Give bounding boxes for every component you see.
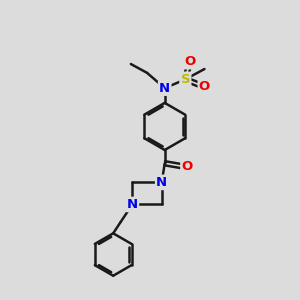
- Text: N: N: [159, 82, 170, 95]
- Text: O: O: [182, 160, 193, 173]
- Text: O: O: [184, 55, 195, 68]
- Text: N: N: [156, 176, 167, 189]
- Text: O: O: [199, 80, 210, 93]
- Text: S: S: [181, 73, 190, 86]
- Text: N: N: [127, 198, 138, 211]
